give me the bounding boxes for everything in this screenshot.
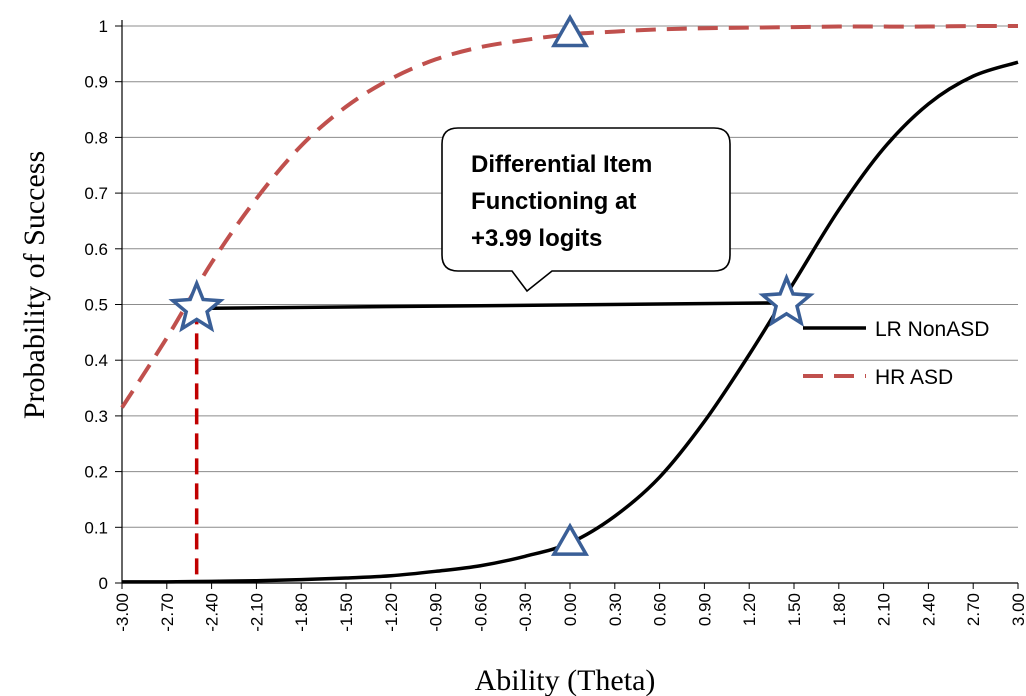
series-lr-nonasd-line (121, 60, 1019, 584)
x-tick-label: 2.70 (964, 593, 983, 626)
callout-line-1: Differential Item (471, 151, 652, 178)
x-tick-label: 2.10 (875, 593, 894, 626)
x-tick-label: 1.20 (740, 593, 759, 626)
x-tick-label: 0.60 (651, 593, 670, 626)
dif-line (196, 301, 787, 311)
x-tick-label: -1.80 (292, 593, 311, 632)
x-tick-label: 2.40 (919, 593, 938, 626)
x-axis-title: Ability (Theta) (475, 664, 656, 696)
y-tick-label: 0.9 (84, 73, 108, 92)
y-tick-label: 0.4 (84, 351, 108, 370)
x-tick-label: 3.00 (1009, 593, 1026, 626)
x-tick-label: 0.90 (695, 593, 714, 626)
x-tick-label: -0.90 (427, 593, 446, 632)
legend-label: LR NonASD (875, 318, 989, 341)
y-tick-labels: 0 0.1 0.2 0.3 0.4 0.5 0.6 0.7 0.8 0.9 1 (84, 17, 108, 593)
x-tick-label: -1.50 (337, 593, 356, 632)
y-tick-label: 0.1 (84, 518, 108, 537)
triangle-marker (550, 522, 590, 556)
callout-box (441, 127, 731, 293)
x-tick-label: -2.40 (203, 593, 222, 632)
legend: LR NonASD HR ASD (803, 318, 989, 389)
y-tick-label: 0.6 (84, 240, 108, 259)
x-tick-label: -1.20 (382, 593, 401, 632)
triangle-marker (550, 14, 590, 48)
x-tick-label: -0.30 (516, 593, 535, 632)
callout-line-3: +3.99 logits (471, 225, 602, 252)
grid (122, 25, 1018, 528)
y-tick-label: 0.2 (84, 463, 108, 482)
x-tick-label: 1.80 (830, 593, 849, 626)
x-tick-label: 0.30 (606, 593, 625, 626)
star-marker (168, 278, 225, 333)
x-tick-label: -2.10 (247, 593, 266, 632)
callout-line-2: Functioning at (471, 188, 636, 215)
legend-label: HR ASD (875, 366, 953, 389)
callout: Differential Item Functioning at +3.99 l… (441, 127, 731, 293)
x-tick-labels: -3.00 -2.70 -2.40 -2.10 -1.80 -1.50 -1.20 -0.90… (113, 593, 1026, 632)
y-tick-label: 0.8 (84, 128, 108, 147)
y-tick-label: 1 (99, 17, 108, 36)
x-tick-label: -2.70 (158, 593, 177, 632)
y-tick-label: 0.3 (84, 407, 108, 426)
axes (115, 20, 1019, 589)
x-tick-label: 0.00 (561, 593, 580, 626)
y-tick-label: 0.5 (84, 296, 108, 315)
x-tick-label: 1.50 (785, 593, 804, 626)
y-tick-label: 0 (99, 574, 108, 593)
y-tick-label: 0.7 (84, 184, 108, 203)
annotations (168, 14, 815, 583)
star-marker (758, 273, 815, 327)
x-tick-label: -0.60 (471, 593, 490, 632)
x-tick-label: -3.00 (113, 593, 132, 632)
y-axis-title: Probability of Success (18, 151, 51, 419)
